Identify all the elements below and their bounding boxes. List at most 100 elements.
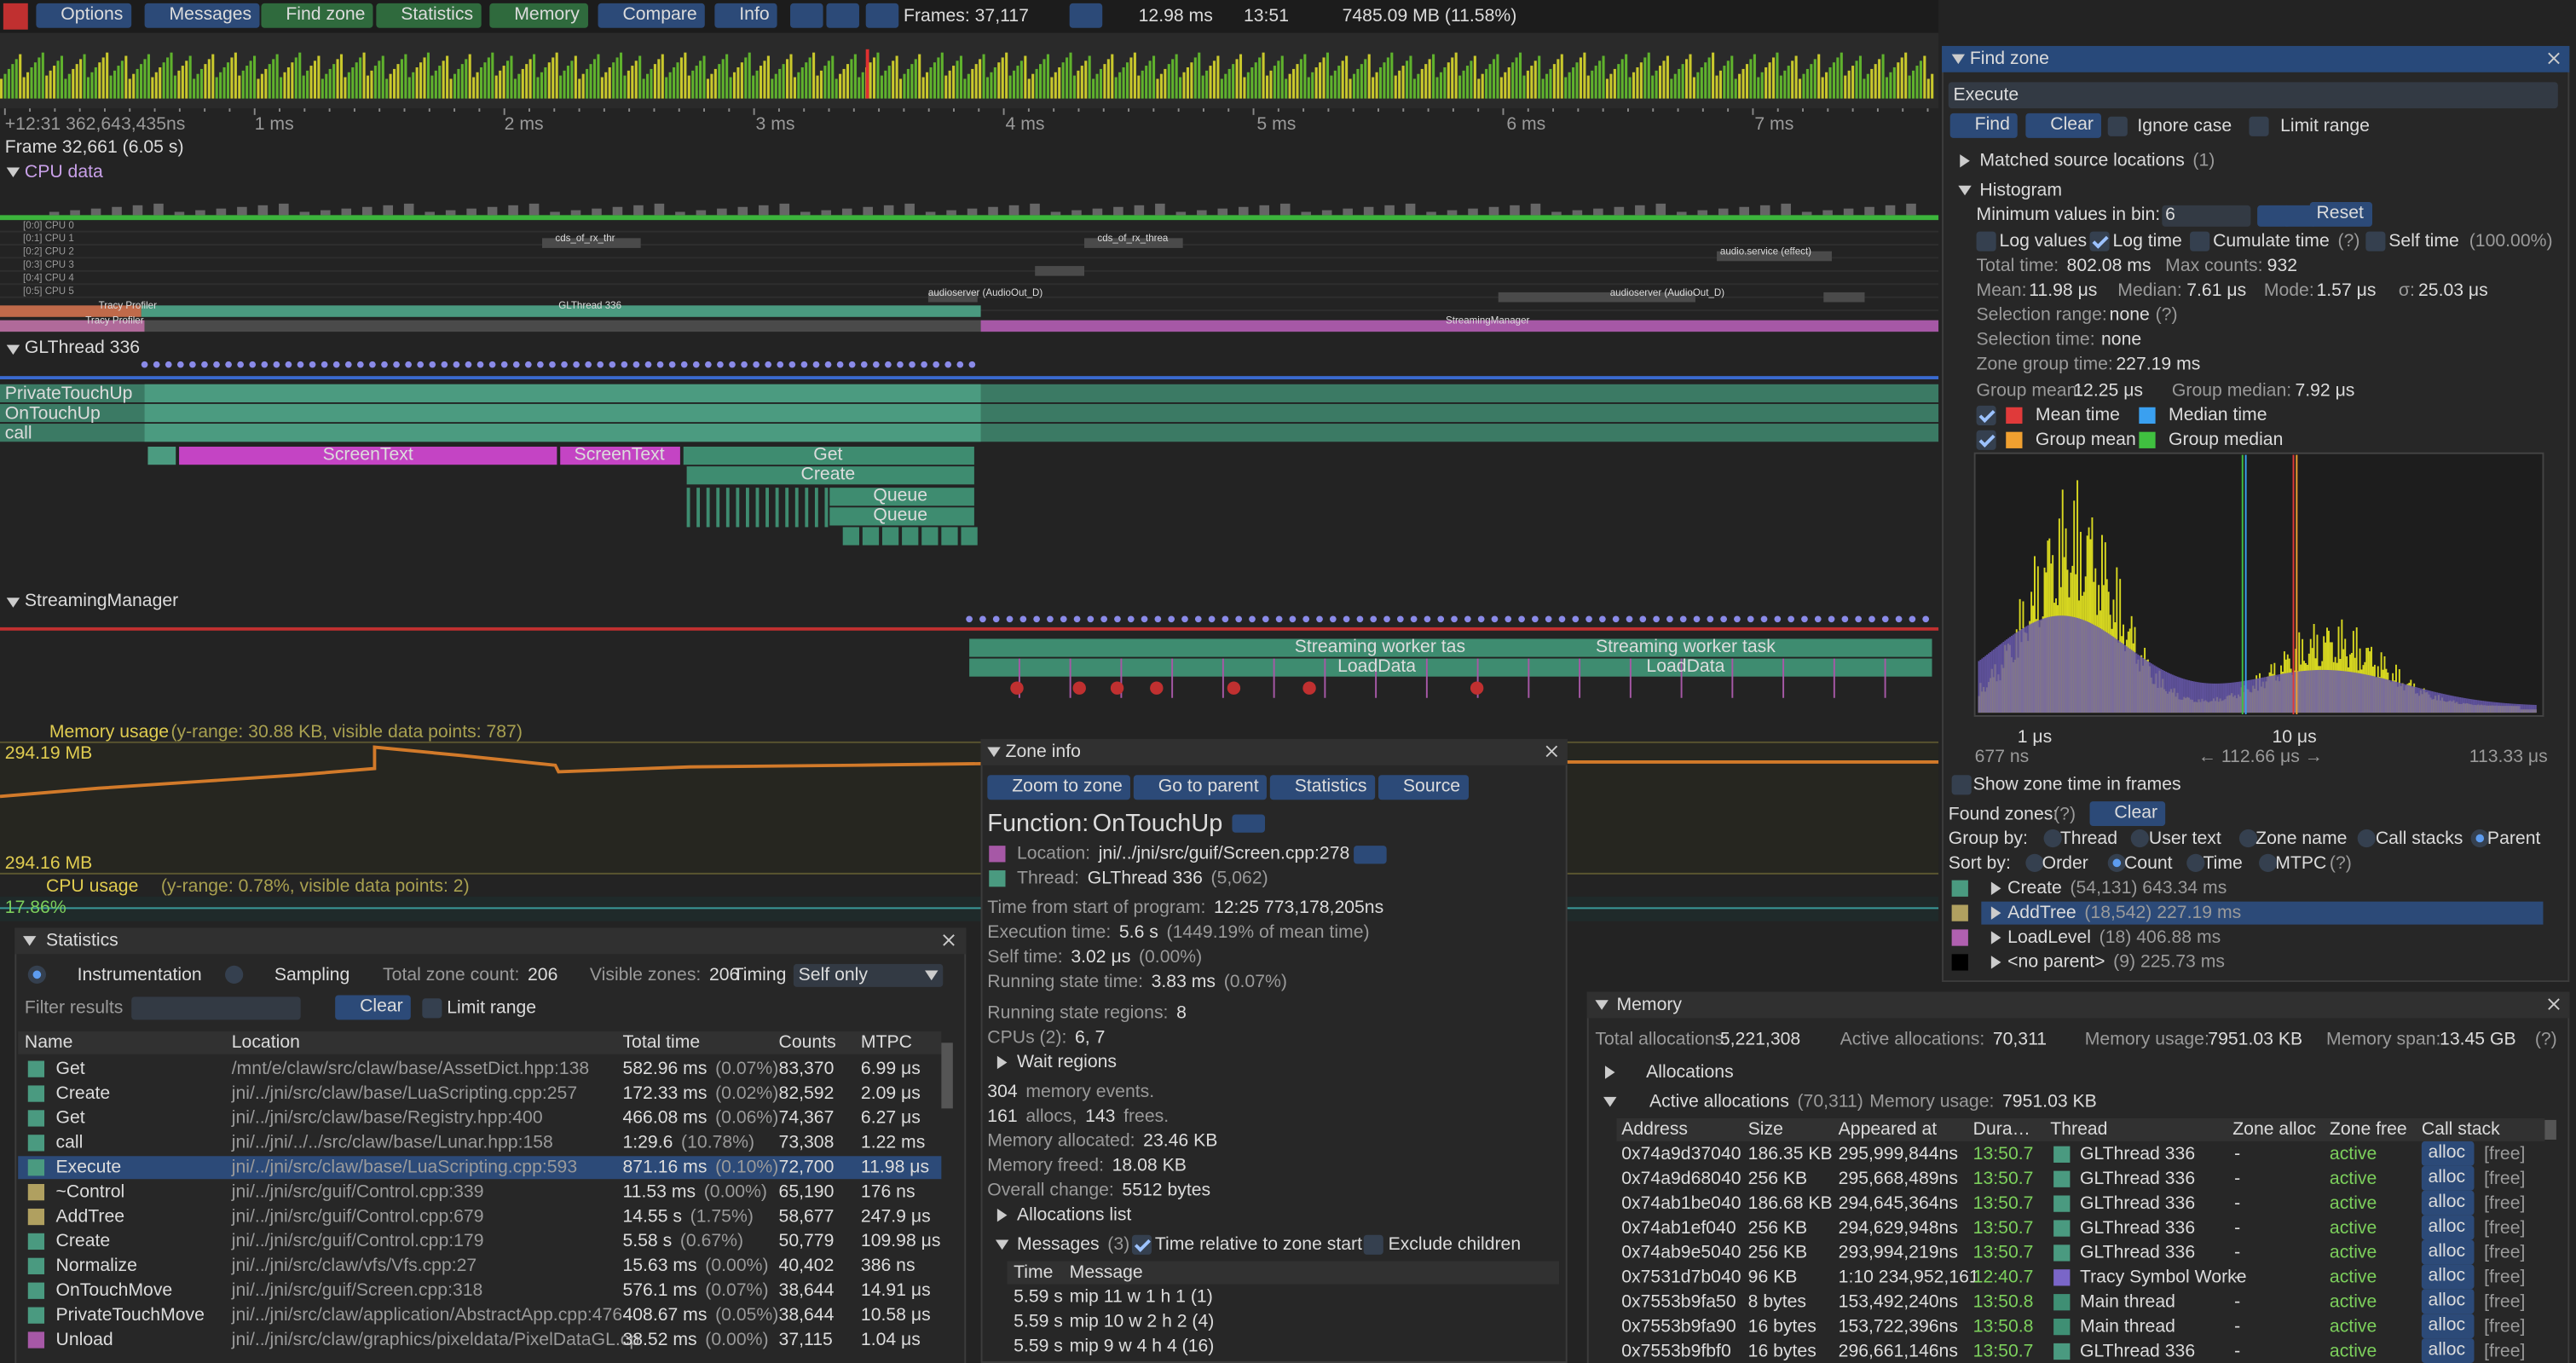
radio[interactable]	[225, 965, 244, 984]
button[interactable]: Messages	[144, 3, 260, 28]
button[interactable]: Clear	[2089, 801, 2166, 827]
label: 293,994,219ns	[1838, 1243, 1958, 1263]
dropdown[interactable]	[793, 963, 944, 987]
label: 38,644	[778, 1305, 835, 1325]
color-swatch	[27, 1184, 45, 1201]
checkbox[interactable]	[1976, 430, 1996, 450]
frame-bar	[423, 57, 426, 99]
radio[interactable]	[2025, 853, 2044, 872]
expand-arrow[interactable]	[1990, 881, 2001, 895]
frame-bar	[1039, 64, 1043, 99]
button[interactable]: Find	[1949, 113, 2019, 138]
checkbox[interactable]	[2107, 116, 2128, 136]
expand-arrow[interactable]	[1990, 956, 2001, 969]
expand-arrow[interactable]	[1990, 931, 2001, 944]
radio[interactable]	[2043, 829, 2062, 848]
button[interactable]: Memory	[489, 3, 588, 28]
number-input[interactable]	[2162, 205, 2251, 227]
radio[interactable]	[2259, 853, 2278, 872]
button[interactable]: alloc	[2421, 1141, 2474, 1166]
expand-arrow[interactable]	[996, 1055, 1008, 1070]
checkbox[interactable]	[1976, 405, 1996, 425]
frame-bar	[684, 52, 687, 99]
button[interactable]: Source	[1378, 775, 1469, 800]
frame-bar	[1591, 70, 1594, 99]
histogram-bar	[2408, 684, 2411, 713]
frame-bar	[166, 57, 170, 99]
close-button[interactable]	[941, 933, 956, 947]
button[interactable]: Go to parent	[1133, 775, 1268, 800]
histogram-bar	[2038, 620, 2041, 713]
button[interactable]: alloc	[2421, 1239, 2474, 1265]
stat: Group mean:	[1976, 380, 2082, 401]
radio[interactable]	[27, 965, 46, 984]
checkbox[interactable]	[1131, 1234, 1152, 1255]
checkbox[interactable]	[1976, 231, 1996, 251]
button[interactable]: alloc	[2421, 1264, 2474, 1290]
close-button[interactable]	[1545, 744, 1559, 759]
context-switch	[1788, 615, 1794, 623]
button[interactable]: alloc	[2421, 1289, 2474, 1314]
frame-bar	[1908, 75, 1911, 99]
button[interactable]: alloc	[2421, 1338, 2474, 1363]
frame-bar	[83, 54, 86, 99]
button[interactable]: Statistics	[1269, 775, 1376, 800]
power-button[interactable]	[3, 3, 28, 30]
text: (0.05%)	[715, 1305, 779, 1325]
column-header: Address	[1621, 1119, 1689, 1140]
button[interactable]: Find zone	[261, 3, 374, 28]
button[interactable]: Compare	[598, 3, 706, 28]
button[interactable]: Info	[714, 3, 778, 28]
close-button[interactable]	[2546, 996, 2561, 1011]
radio[interactable]	[2186, 853, 2205, 872]
histogram-bar	[2337, 670, 2340, 713]
histogram-bar	[2508, 703, 2510, 713]
frame-bar	[1636, 66, 1639, 99]
expand-arrow[interactable]	[1604, 1066, 1615, 1079]
histogram-bar	[2132, 650, 2134, 713]
radio[interactable]	[2470, 829, 2489, 848]
filter-input[interactable]	[131, 996, 301, 1020]
icon-button[interactable]	[1069, 3, 1103, 28]
button[interactable]: Clear	[2025, 113, 2102, 138]
checkbox[interactable]	[2365, 231, 2386, 251]
button[interactable]: Clear	[335, 995, 412, 1020]
time-cell: 38.52 ms (0.00%)	[622, 1329, 768, 1352]
title-bar	[980, 738, 1568, 765]
checkbox[interactable]	[2089, 231, 2110, 251]
label: 0x7553b9fa90	[1621, 1317, 1736, 1337]
expand-arrow[interactable]	[1990, 906, 2001, 920]
icon-button[interactable]	[865, 3, 899, 28]
frame-bar	[1454, 52, 1458, 99]
radio[interactable]	[2130, 829, 2149, 848]
search-input[interactable]	[1948, 82, 2558, 109]
button[interactable]: alloc	[2421, 1314, 2474, 1339]
frame-bar	[26, 72, 30, 99]
button[interactable]: Statistics	[376, 3, 482, 28]
label: -	[2234, 1243, 2241, 1263]
checkbox[interactable]	[1951, 775, 1972, 795]
copy-button[interactable]	[1232, 814, 1266, 833]
expand-arrow[interactable]	[996, 1208, 1008, 1222]
button[interactable]: alloc	[2421, 1165, 2474, 1191]
cpu-blip	[988, 206, 998, 216]
copy-button[interactable]	[1354, 846, 1387, 864]
checkbox[interactable]	[422, 998, 442, 1019]
label: 58,677	[778, 1206, 835, 1227]
button[interactable]: Zoom to zone	[987, 775, 1131, 800]
frame-bar	[627, 70, 630, 99]
icon-button[interactable]	[790, 3, 823, 28]
button[interactable]: alloc	[2421, 1190, 2474, 1216]
button[interactable]: alloc	[2421, 1215, 2474, 1240]
frame-bar	[373, 66, 377, 99]
checkbox[interactable]	[2249, 116, 2269, 136]
icon-button[interactable]	[826, 3, 859, 28]
radio[interactable]	[2357, 829, 2376, 848]
checkbox[interactable]	[2190, 231, 2210, 251]
radio[interactable]	[2238, 829, 2258, 848]
radio[interactable]	[2107, 853, 2126, 872]
button[interactable]: Reset	[2309, 201, 2372, 227]
label: (?)	[2337, 231, 2360, 251]
checkbox[interactable]	[1363, 1234, 1383, 1255]
button[interactable]: Options	[36, 3, 132, 28]
